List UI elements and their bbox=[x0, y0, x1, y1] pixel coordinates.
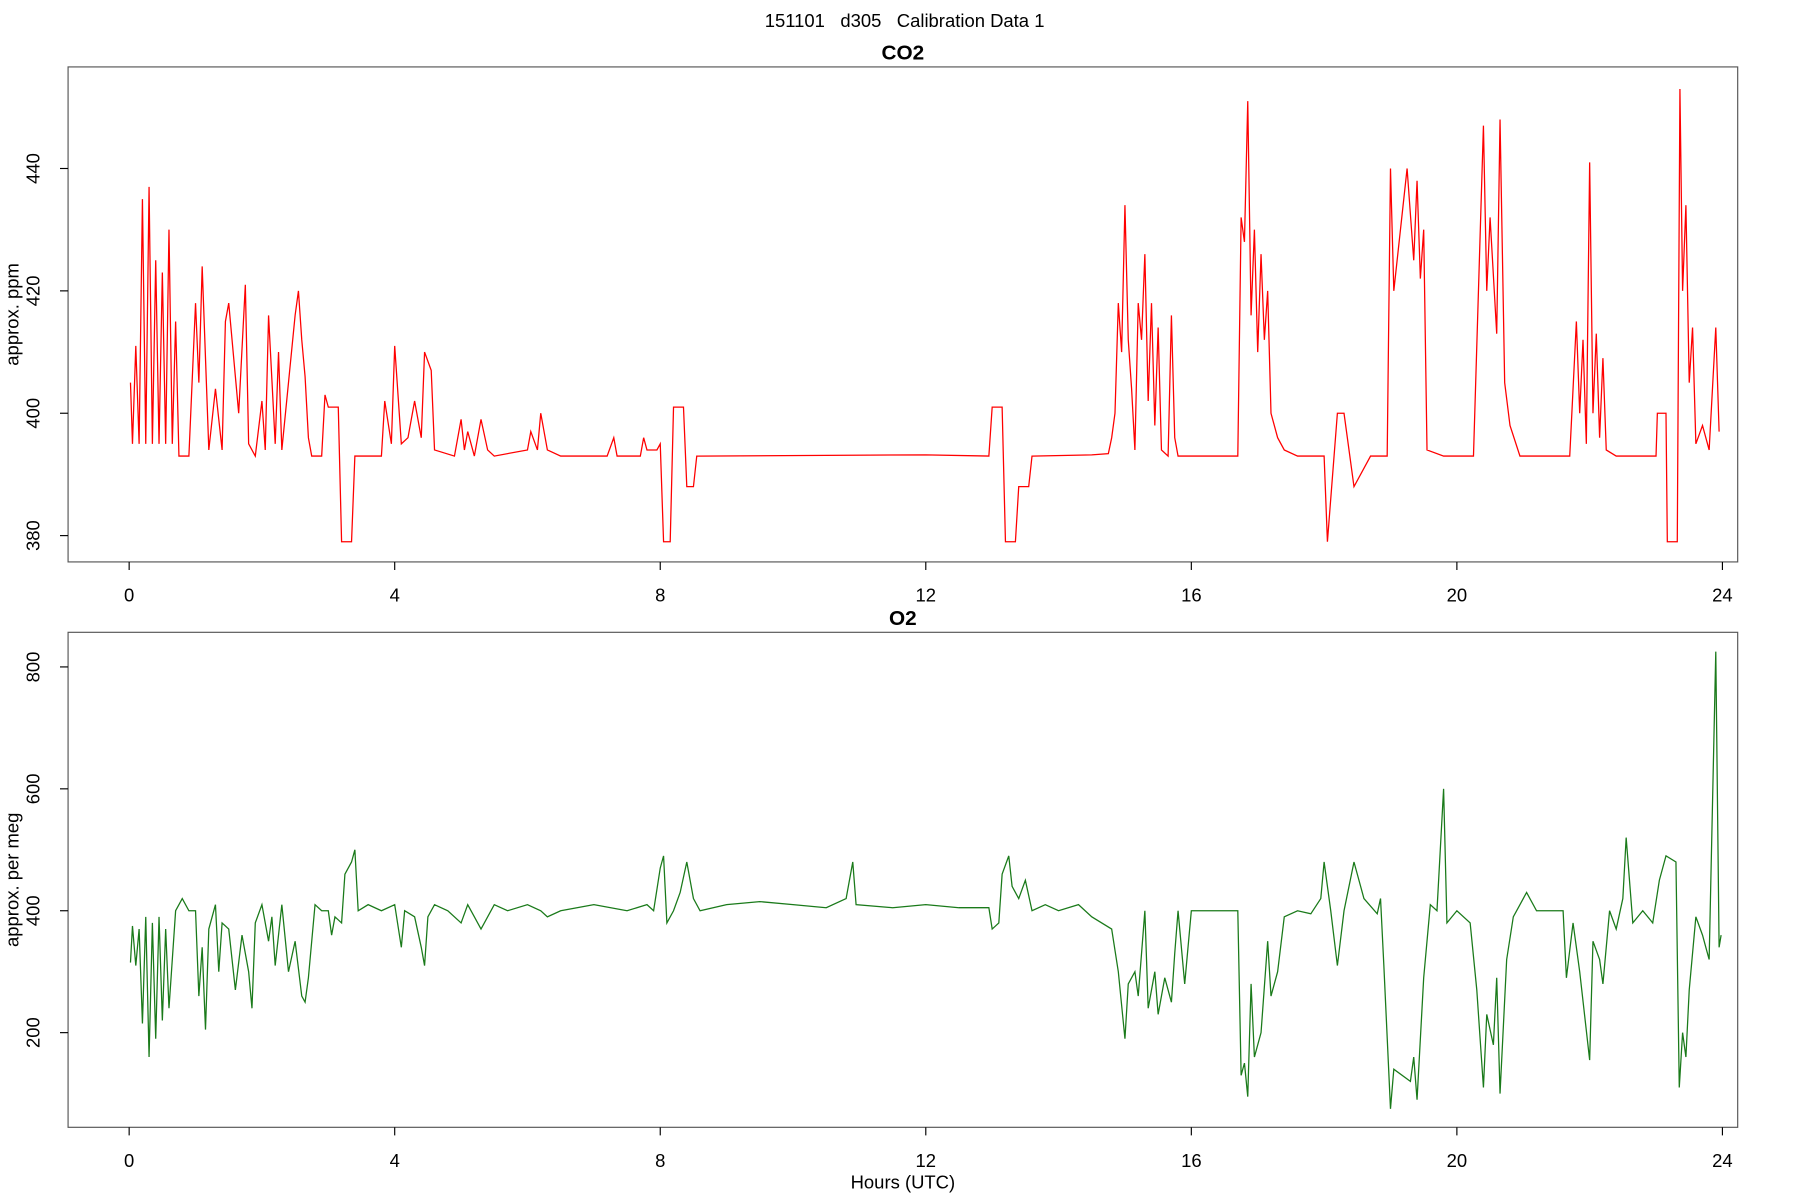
y-tick-label: 420 bbox=[22, 275, 43, 306]
x-tick-label: 4 bbox=[390, 584, 400, 605]
x-tick-label: 12 bbox=[916, 584, 937, 605]
x-axis-label: Hours (UTC) bbox=[851, 1172, 956, 1193]
x-tick-label: 4 bbox=[390, 1150, 400, 1171]
x-tick-label: 0 bbox=[124, 584, 134, 605]
y-tick-label: 440 bbox=[22, 153, 43, 184]
x-tick-label: 16 bbox=[1181, 584, 1202, 605]
y-tick-label: 400 bbox=[22, 895, 43, 926]
y-tick-label: 380 bbox=[22, 520, 43, 551]
x-tick-label: 20 bbox=[1447, 584, 1468, 605]
data-line bbox=[129, 88, 1720, 543]
plot-frame bbox=[67, 66, 1739, 563]
panel-title: O2 bbox=[889, 607, 917, 630]
panel-title: CO2 bbox=[882, 42, 925, 65]
data-line bbox=[129, 651, 1722, 1109]
x-tick-label: 16 bbox=[1181, 1150, 1202, 1171]
y-tick-label: 800 bbox=[22, 652, 43, 683]
plot-frame bbox=[67, 631, 1739, 1128]
x-tick-label: 0 bbox=[124, 1150, 134, 1171]
figure-title: 151101 d305 Calibration Data 1 bbox=[765, 10, 1045, 31]
x-tick-label: 24 bbox=[1712, 1150, 1733, 1171]
y-tick-label: 200 bbox=[22, 1017, 43, 1048]
x-tick-label: 24 bbox=[1712, 584, 1733, 605]
y-tick-label: 600 bbox=[22, 773, 43, 804]
x-tick-label: 20 bbox=[1447, 1150, 1468, 1171]
y-tick-label: 400 bbox=[22, 398, 43, 429]
y-axis-label: approx. per meg bbox=[2, 813, 23, 947]
x-tick-label: 12 bbox=[916, 1150, 937, 1171]
x-tick-label: 8 bbox=[655, 584, 665, 605]
x-tick-label: 8 bbox=[655, 1150, 665, 1171]
y-axis-label: approx. ppm bbox=[2, 263, 23, 366]
